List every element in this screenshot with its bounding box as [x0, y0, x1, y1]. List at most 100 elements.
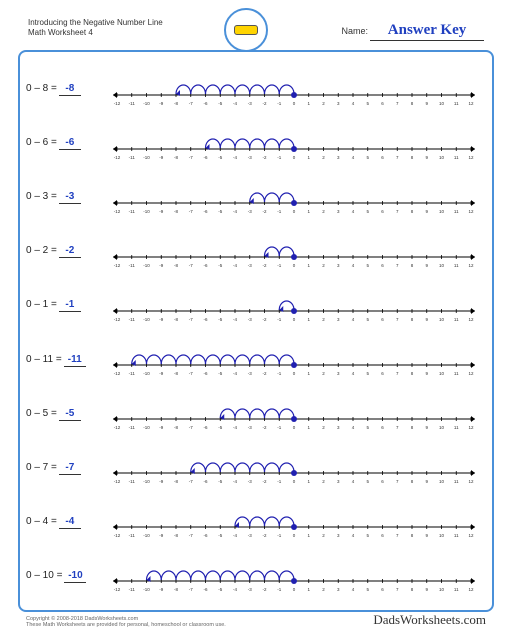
tick-label: 9 — [425, 101, 428, 106]
tick-label: 8 — [411, 101, 414, 106]
tick-label: 8 — [411, 263, 414, 268]
hop-arc — [176, 355, 191, 364]
tick-label: 8 — [411, 533, 414, 538]
tick-label: 9 — [425, 263, 428, 268]
tick-label: 3 — [337, 317, 340, 322]
tick-label: 1 — [307, 155, 310, 160]
tick-label: 3 — [337, 587, 340, 592]
expression-lhs: 0 – 7 = — [26, 462, 57, 473]
tick-label: -12 — [114, 533, 121, 538]
tick-label: 12 — [468, 209, 474, 214]
tick-label: 11 — [454, 479, 459, 484]
hop-arc — [265, 85, 280, 94]
tick-label: 11 — [454, 587, 459, 592]
tick-label: -7 — [189, 587, 193, 592]
tick-label: 3 — [337, 533, 340, 538]
tick-label: -8 — [174, 263, 178, 268]
tick-label: 0 — [293, 317, 296, 322]
start-dot — [291, 92, 297, 98]
tick-label: 5 — [366, 317, 369, 322]
tick-label: -10 — [143, 533, 150, 538]
eraser-icon — [234, 25, 258, 35]
start-dot — [291, 362, 297, 368]
name-line: Answer Key — [370, 22, 484, 41]
number-line: -12-11-10-9-8-7-6-5-4-3-2-10123456789101… — [102, 553, 486, 599]
tick-label: -3 — [248, 317, 252, 322]
problem-list: 0 – 8 =-8-12-11-10-9-8-7-6-5-4-3-2-10123… — [26, 66, 486, 600]
tick-label: 7 — [396, 425, 399, 430]
tick-label: 10 — [439, 155, 445, 160]
tick-label: 6 — [381, 587, 384, 592]
tick-label: -12 — [114, 587, 121, 592]
hop-arc — [161, 571, 176, 580]
tick-label: 1 — [307, 371, 310, 376]
problem-row: 0 – 11 =-11-12-11-10-9-8-7-6-5-4-3-2-101… — [26, 337, 486, 384]
tick-label: 7 — [396, 371, 399, 376]
tick-label: 5 — [366, 155, 369, 160]
tick-label: -7 — [189, 371, 193, 376]
tick-label: -7 — [189, 101, 193, 106]
number-line: -12-11-10-9-8-7-6-5-4-3-2-10123456789101… — [102, 283, 486, 329]
hop-arc — [191, 85, 206, 94]
number-line: -12-11-10-9-8-7-6-5-4-3-2-10123456789101… — [102, 445, 486, 491]
tick-label: 1 — [307, 587, 310, 592]
hop-arc — [235, 409, 250, 418]
tick-label: -6 — [203, 587, 207, 592]
tick-label: 12 — [468, 587, 474, 592]
tick-label: 7 — [396, 155, 399, 160]
tick-label: -5 — [218, 155, 222, 160]
eraser-badge — [224, 8, 268, 52]
tick-label: 5 — [366, 587, 369, 592]
hop-arc — [220, 139, 235, 148]
hop-arc — [206, 571, 221, 580]
tick-label: -5 — [218, 101, 222, 106]
tick-label: -7 — [189, 209, 193, 214]
hop-arc — [279, 85, 294, 94]
expression-lhs: 0 – 6 = — [26, 137, 57, 148]
tick-label: 2 — [322, 263, 325, 268]
tick-label: -8 — [174, 371, 178, 376]
expression-answer: -11 — [64, 354, 86, 367]
start-dot — [291, 146, 297, 152]
tick-label: 9 — [425, 587, 428, 592]
expression-lhs: 0 – 3 = — [26, 191, 57, 202]
tick-label: 3 — [337, 101, 340, 106]
hop-arc — [220, 463, 235, 472]
expression-lhs: 0 – 1 = — [26, 299, 57, 310]
tick-label: -2 — [262, 533, 266, 538]
tick-label: 12 — [468, 533, 474, 538]
hop-arc — [279, 517, 294, 526]
tick-label: 2 — [322, 479, 325, 484]
tick-label: 2 — [322, 101, 325, 106]
expression-answer: -4 — [59, 516, 81, 529]
tick-label: 8 — [411, 317, 414, 322]
expression: 0 – 5 =-5 — [26, 408, 102, 421]
expression-answer: -2 — [59, 245, 81, 258]
hop-arc — [206, 85, 221, 94]
tick-label: -10 — [143, 209, 150, 214]
tick-label: -3 — [248, 371, 252, 376]
tick-label: 10 — [439, 533, 445, 538]
tick-label: -4 — [233, 101, 237, 106]
tick-label: 4 — [352, 371, 355, 376]
tick-label: 9 — [425, 209, 428, 214]
tick-label: 4 — [352, 317, 355, 322]
tick-label: -3 — [248, 533, 252, 538]
tick-label: -7 — [189, 155, 193, 160]
hop-arc — [176, 571, 191, 580]
tick-label: 7 — [396, 101, 399, 106]
start-dot — [291, 470, 297, 476]
expression-answer: -7 — [59, 462, 81, 475]
tick-label: -3 — [248, 155, 252, 160]
number-line: -12-11-10-9-8-7-6-5-4-3-2-10123456789101… — [102, 175, 486, 221]
tick-label: 10 — [439, 587, 445, 592]
tick-label: 7 — [396, 317, 399, 322]
tick-label: 10 — [439, 479, 445, 484]
tick-label: -6 — [203, 371, 207, 376]
tick-label: -6 — [203, 263, 207, 268]
tick-label: 12 — [468, 479, 474, 484]
hop-arc — [250, 409, 265, 418]
tick-label: 2 — [322, 587, 325, 592]
tick-label: -8 — [174, 587, 178, 592]
numberline-wrap: -12-11-10-9-8-7-6-5-4-3-2-10123456789101… — [102, 283, 486, 329]
